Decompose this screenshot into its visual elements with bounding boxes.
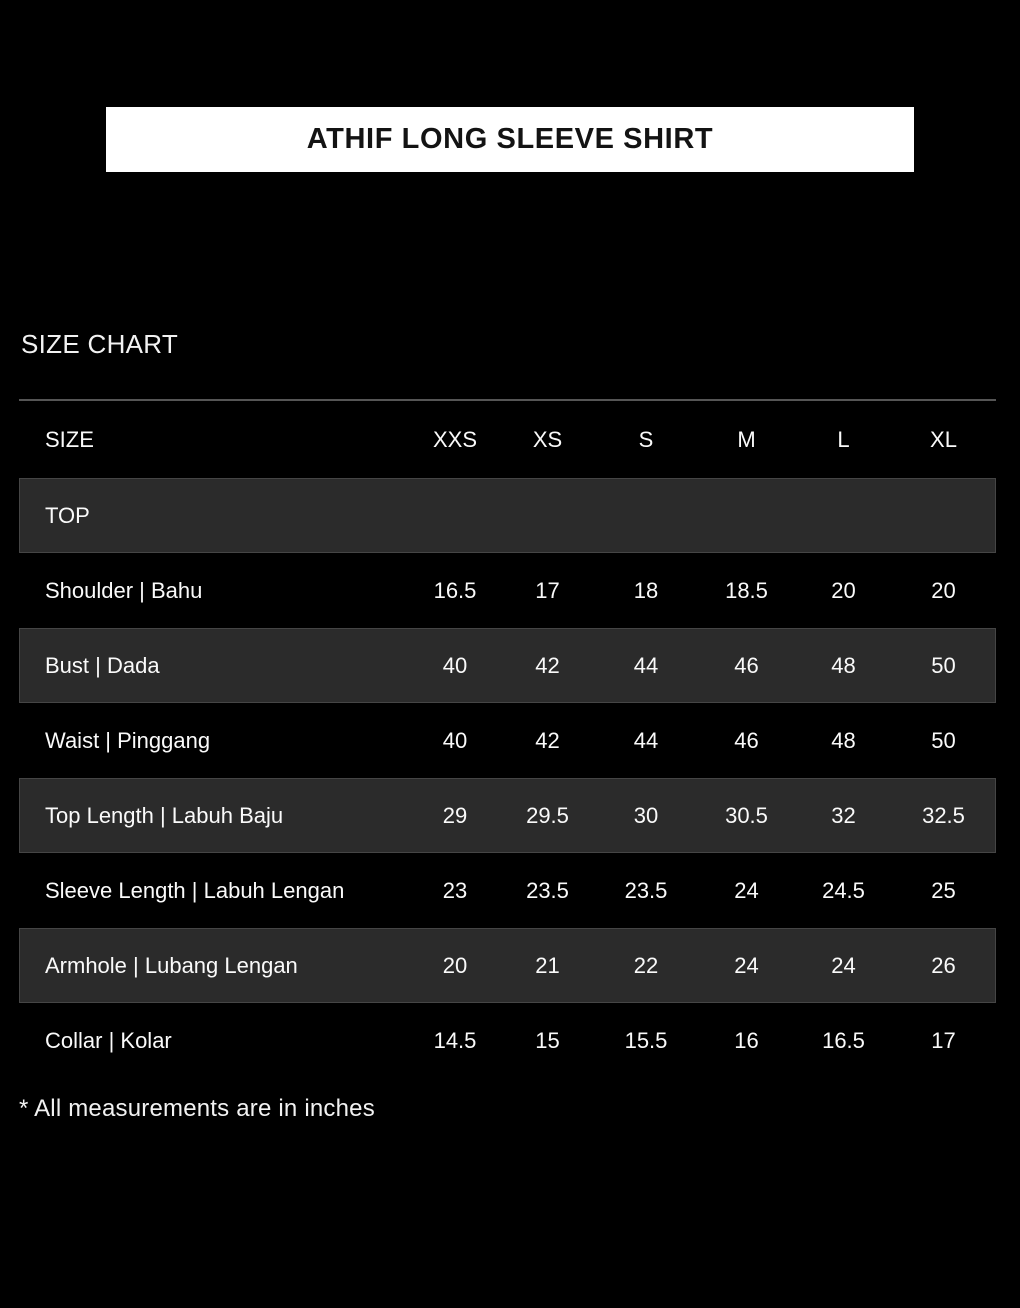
size-cell: 25	[931, 877, 956, 903]
size-cell: 18	[633, 577, 659, 603]
size-cell: 24.5	[822, 877, 865, 903]
size-cell: 24	[734, 877, 759, 903]
size-cell: 30	[633, 802, 659, 828]
size-cell: 40	[442, 652, 468, 678]
size-cell: 16	[734, 1027, 759, 1053]
column-header-l: L	[837, 426, 850, 452]
size-cell: 20	[831, 577, 856, 603]
table-section-row-top: TOP	[19, 478, 996, 553]
row-label: Shoulder | Bahu	[45, 577, 203, 603]
product-title-banner: ATHIF LONG SLEEVE SHIRT	[106, 107, 914, 172]
size-cell: 46	[734, 652, 759, 678]
size-cell: 48	[831, 727, 856, 753]
row-label: Armhole | Lubang Lengan	[45, 952, 298, 978]
size-cell: 44	[633, 652, 659, 678]
row-label: Collar | Kolar	[45, 1027, 172, 1053]
size-cell: 22	[633, 952, 659, 978]
column-header-xl: XL	[930, 426, 957, 452]
column-header-xxs: XXS	[432, 426, 478, 452]
size-cell: 16.5	[433, 577, 477, 603]
size-cell: 32.5	[922, 802, 965, 828]
row-label: Top Length | Labuh Baju	[45, 802, 284, 828]
table-row-bust: Bust | Dada 40 42 44 46 48 50	[19, 628, 996, 703]
table-row-shoulder: Shoulder | Bahu 16.5 17 18 18.5 20 20	[19, 553, 996, 628]
size-cell: 50	[931, 652, 956, 678]
table-row-sleeve-length: Sleeve Length | Labuh Lengan 23 23.5 23.…	[19, 853, 996, 928]
size-cell: 20	[931, 577, 956, 603]
size-cell: 15.5	[624, 1027, 668, 1053]
size-cell: 15	[535, 1027, 560, 1053]
size-cell: 23.5	[624, 877, 668, 903]
table-header-row: SIZE XXS XS S M L XL	[19, 401, 996, 478]
size-cell: 40	[442, 727, 468, 753]
size-cell: 48	[831, 652, 856, 678]
size-cell: 14.5	[433, 1027, 477, 1053]
size-chart-heading: SIZE CHART	[21, 329, 179, 359]
size-cell: 24	[734, 952, 759, 978]
size-cell: 20	[442, 952, 468, 978]
size-cell: 26	[931, 952, 956, 978]
size-cell: 17	[535, 577, 560, 603]
size-cell: 23	[442, 877, 468, 903]
column-header-m: M	[737, 426, 756, 452]
table-row-waist: Waist | Pinggang 40 42 44 46 48 50	[19, 703, 996, 778]
column-header-size: SIZE	[45, 426, 94, 452]
section-label: TOP	[45, 502, 90, 528]
size-cell: 29	[442, 802, 468, 828]
measurements-footnote: * All measurements are in inches	[19, 1095, 375, 1122]
size-chart-table: SIZE XXS XS S M L XL TOP Shoulder | Bahu…	[19, 399, 996, 1078]
size-cell: 44	[633, 727, 659, 753]
column-header-xs: XS	[532, 426, 563, 452]
size-cell: 42	[535, 652, 560, 678]
size-cell: 18.5	[725, 577, 768, 603]
row-label: Waist | Pinggang	[45, 727, 211, 753]
product-title: ATHIF LONG SLEEVE SHIRT	[306, 123, 714, 155]
size-cell: 23.5	[526, 877, 569, 903]
row-label: Sleeve Length | Labuh Lengan	[45, 877, 345, 903]
size-cell: 50	[931, 727, 956, 753]
row-label: Bust | Dada	[45, 652, 160, 678]
size-cell: 32	[831, 802, 856, 828]
table-row-armhole: Armhole | Lubang Lengan 20 21 22 24 24 2…	[19, 928, 996, 1003]
size-cell: 29.5	[526, 802, 569, 828]
size-cell: 46	[734, 727, 759, 753]
size-cell: 21	[535, 952, 560, 978]
size-cell: 24	[831, 952, 856, 978]
table-row-top-length: Top Length | Labuh Baju 29 29.5 30 30.5 …	[19, 778, 996, 853]
size-cell: 16.5	[822, 1027, 865, 1053]
size-cell: 30.5	[725, 802, 768, 828]
size-cell: 17	[931, 1027, 956, 1053]
table-row-collar: Collar | Kolar 14.5 15 15.5 16 16.5 17	[19, 1003, 996, 1078]
size-cell: 42	[535, 727, 560, 753]
column-header-s: S	[638, 426, 654, 452]
